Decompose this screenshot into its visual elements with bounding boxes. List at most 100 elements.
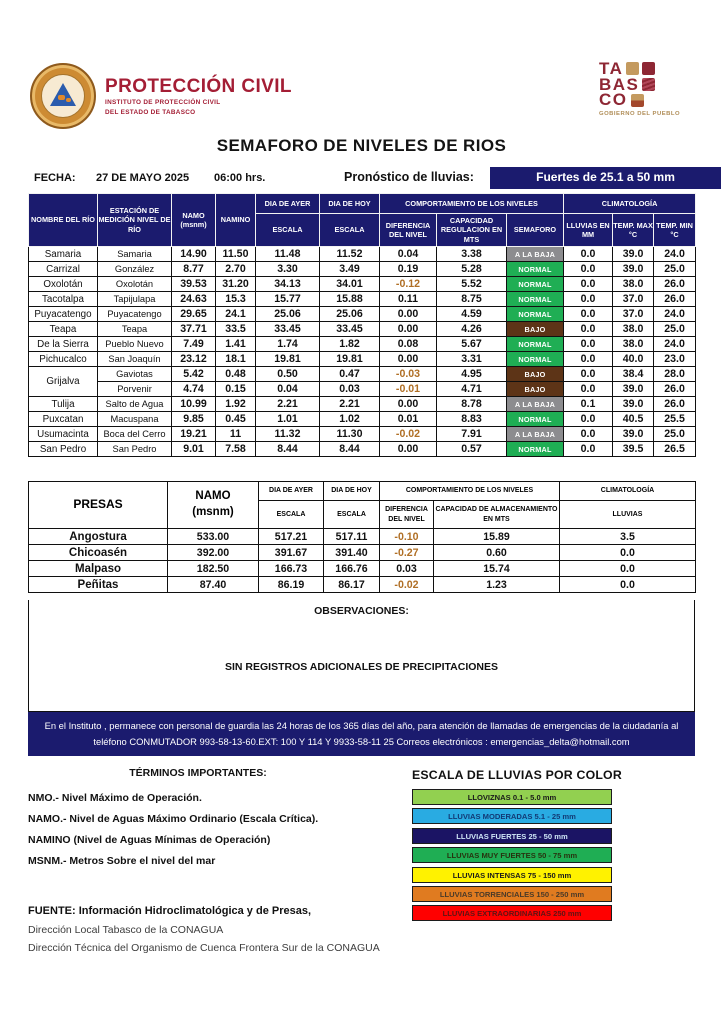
escala-color-bar: LLUVIAS MODERADAS 5.1 - 25 mm [412,808,612,825]
escala-ayer-cell: 3.30 [255,261,320,277]
station-cell: Teapa [97,321,172,337]
semaforo-status-badge: A LA BAJA [505,246,565,262]
river-row: Oxolotán Oxolotán 39.53 31.20 34.13 34.01 -0.1… [28,276,697,292]
diferencia-cell: -0.02 [379,426,437,442]
capacidad-cell: 4.95 [436,366,507,382]
lluvia-cell: 0.0 [563,276,614,292]
escala-hoy-cell: 3.49 [319,261,380,277]
presa-name-cell: Angostura [28,528,168,545]
escala-ayer-cell: 1.74 [255,336,320,352]
namino-cell: 11 [215,426,256,442]
observaciones-text: SIN REGISTROS ADICIONALES DE PRECIPITACI… [224,661,499,673]
rivers-tbody: Samaria Samaria 14.90 11.50 11.48 11.52 0.04 3.… [28,246,697,457]
station-cell: Samaria [97,246,172,262]
terminos-list: NMO.- Nivel Máximo de Operación. NAMO.- N… [28,788,368,872]
temp-min-cell: 24.0 [653,336,697,352]
station-cell: Macuspana [97,411,172,427]
presa-diferencia-cell: 0.03 [379,560,434,577]
escala-color-bar: LLUVIAS EXTRAORDINARIAS 250 mm [412,905,612,922]
semaforo-status-badge: NORMAL [505,276,565,292]
col-header-semaforo: SEMAFORO [505,213,565,247]
temp-min-cell: 26.0 [653,291,697,307]
tabasco-glyph-icon [642,77,656,91]
presas-col-header: PRESAS [28,481,168,529]
escala-ayer-cell: 0.50 [255,366,320,382]
presas-col-escala-hoy: ESCALA [323,500,380,529]
presa-capacidad-cell: 0.60 [433,544,560,561]
escala-hoy-cell: 0.03 [319,381,380,397]
temp-min-cell: 24.0 [653,306,697,322]
lluvia-cell: 0.0 [563,411,614,427]
col-header-escala-hoy: ESCALA [319,213,380,247]
presa-escala-ayer-cell: 517.21 [258,528,324,545]
diferencia-cell: 0.11 [379,291,437,307]
semaforo-status-badge: BAJO [505,366,565,382]
river-row: Teapa Teapa 37.71 33.5 33.45 33.45 0.00 4.26 BAJ… [28,321,697,337]
escala-color-bar: LLUVIAS TORRENCIALES 150 - 250 mm [412,885,612,902]
capacidad-cell: 5.28 [436,261,507,277]
temp-min-cell: 25.0 [653,321,697,337]
diferencia-cell: 0.00 [379,441,437,457]
presas-table: PRESAS NAMO (msnm) DIA DE AYER DIA DE HO… [28,481,696,593]
tabasco-glyph-icon [642,62,656,76]
station-cell: Puyacatengo [97,306,172,322]
pronostico-label: Pronóstico de lluvias: [344,170,474,184]
lluvia-cell: 0.0 [563,426,614,442]
river-row: Puyacatengo Puyacatengo 29.65 24.1 25.06 25.0… [28,306,697,322]
brand-subtitle-1: INSTITUTO DE PROTECCIÓN CIVIL [105,99,221,106]
col-header-temp-max: TEMP. MAX °C [612,213,655,247]
termino-item: NMO.- Nivel Máximo de Operación. [28,792,202,804]
namo-line1: NAMO [182,210,205,220]
escala-hoy-cell: 33.45 [319,321,380,337]
tabasco-word-1: TA [599,59,624,78]
river-name-cell: Puxcatan [28,411,98,427]
proteccion-civil-logo-icon [30,63,98,133]
namino-cell: 18.1 [215,351,256,367]
diferencia-cell: 0.00 [379,396,437,412]
escala-color-bar: LLUVIAS MUY FUERTES 50 - 75 mm [412,847,612,864]
presa-escala-ayer-cell: 86.19 [258,576,324,593]
lluvia-cell: 0.0 [563,321,614,337]
presas-col-dia-hoy: DIA DE HOY [323,481,380,501]
temp-max-cell: 39.0 [612,246,655,262]
presas-col-lluvias: LLUVIAS [559,500,696,529]
presa-capacidad-cell: 1.23 [433,576,560,593]
escala-hoy-cell: 25.06 [319,306,380,322]
presa-escala-hoy-cell: 86.17 [323,576,380,593]
presa-diferencia-cell: -0.10 [379,528,434,545]
river-row: Tacotalpa Tapijulapa 24.63 15.3 15.77 15.88 0.… [28,291,697,307]
fecha-value: 27 DE MAYO 2025 [96,172,190,184]
presas-col-escala-ayer: ESCALA [258,500,324,529]
emergency-notice: En el Instituto , permanece con personal… [28,712,695,756]
page-title: SEMAFORO DE NIVELES DE RIOS [216,136,507,155]
presas-col-capacidad: CAPACIDAD DE ALMACENAMIENTO EN MTS [433,500,560,529]
capacidad-cell: 4.71 [436,381,507,397]
fecha-label: FECHA: [34,172,76,184]
namo-cell: 29.65 [171,306,216,322]
escala-ayer-cell: 19.81 [255,351,320,367]
col-header-estacion: ESTACIÓN DE MEDICIÓN NIVEL DE RÍO [97,193,172,247]
river-row: Tulija Salto de Agua 10.99 1.92 2.21 2.21 0.00… [28,396,697,412]
temp-min-cell: 28.0 [653,366,697,382]
escala-ayer-cell: 8.44 [255,441,320,457]
temp-min-cell: 25.0 [653,426,697,442]
river-name-cell: Samaria [28,246,98,262]
col-header-diferencia: DIFERENCIA DEL NIVEL [379,213,437,247]
namo-cell: 23.12 [171,351,216,367]
namo-cell: 4.74 [171,381,216,397]
presa-name-cell: Malpaso [28,560,168,577]
river-row: Grijalva Gaviotas 5.42 0.48 0.50 0.47 -0.03 4.9… [28,366,697,397]
namo-cell: 24.63 [171,291,216,307]
presa-lluvia-cell: 0.0 [559,560,696,577]
escala-ayer-cell: 33.45 [255,321,320,337]
presa-lluvia-cell: 0.0 [559,576,696,593]
namino-cell: 24.1 [215,306,256,322]
temp-max-cell: 37.0 [612,291,655,307]
river-row: Porvenir 4.74 0.15 0.04 0.03 -0.01 4.71 BAJO 0.0… [29,381,697,397]
namino-cell: 1.92 [215,396,256,412]
presa-escala-ayer-cell: 166.73 [258,560,324,577]
temp-min-cell: 23.0 [653,351,697,367]
escala-lluvias-section: ESCALA DE LLUVIAS POR COLOR LLOVIZNAS 0.… [412,768,622,925]
semaforo-status-badge: NORMAL [505,411,565,427]
